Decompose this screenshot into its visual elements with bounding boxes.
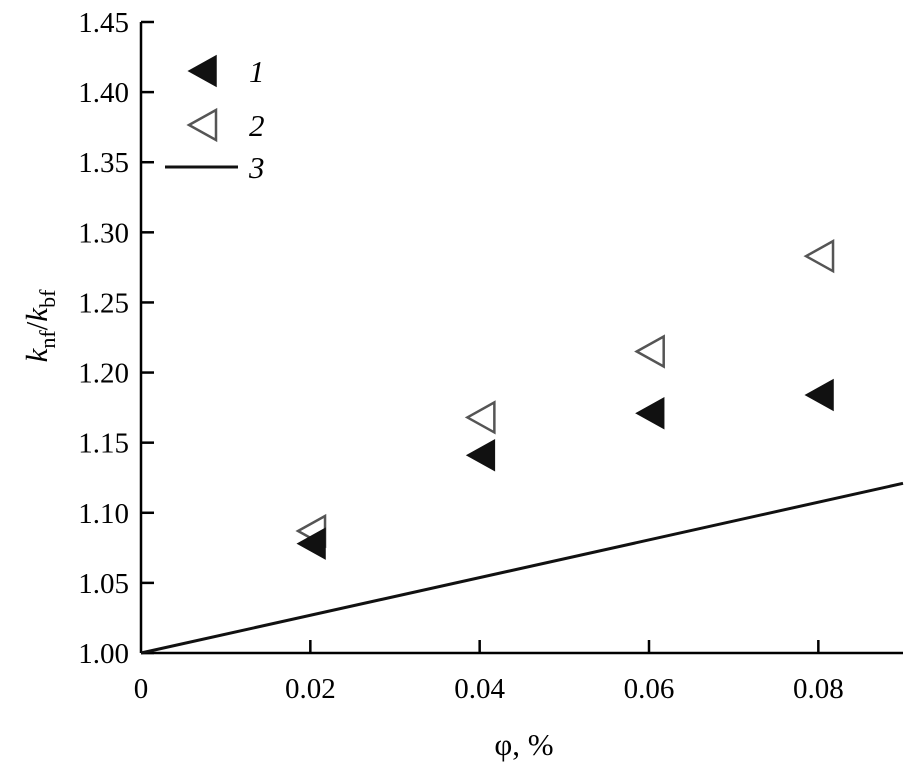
series-1-point [465,439,496,472]
y-axis-title-main-2: k [19,307,54,322]
y-tick-label: 1.10 [78,498,129,530]
x-tick-label: 0.04 [454,673,505,705]
y-axis-title-slash: / [19,321,54,330]
series [140,239,904,655]
x-tick-label: 0.02 [285,673,336,705]
y-tick-label: 1.25 [78,287,129,319]
series-3-line [140,481,904,655]
y-tick-label: 1.05 [78,568,129,600]
series-1-point [635,396,665,430]
legend-swatch-1 [187,54,217,88]
y-tick-label: 1.00 [78,638,129,670]
axes [139,22,903,655]
y-axis-title-sub-1: nf [35,330,60,349]
series-2-point [634,334,665,369]
legend: 1 2 3 [165,54,265,185]
legend-label-1: 1 [249,54,265,89]
y-tick-label: 1.40 [78,77,129,109]
series-2-point [803,239,835,274]
y-tick-label: 1.20 [78,358,129,390]
legend-label-2: 2 [249,108,265,143]
x-tick-label: 0 [134,673,149,705]
y-axis-title-main-1: k [19,347,54,362]
y-tick-label: 1.45 [78,7,129,39]
y-tick-label: 1.35 [78,147,129,179]
y-axis-title: knf/kbf [19,289,60,362]
series-1-point [804,378,834,412]
x-axis-title: φ, % [494,727,553,762]
y-tick-label: 1.30 [78,217,129,249]
series-1-point [296,527,326,560]
legend-swatch-2 [186,107,218,143]
ticks: 1.00 1.05 1.10 1.15 1.20 1.25 1.30 1.35 1.40 1.45… [78,7,843,705]
x-tick-label: 0.08 [793,673,844,705]
x-tick-label: 0.06 [624,673,675,705]
legend-label-3: 3 [248,150,265,185]
series-2-point [464,400,496,435]
y-axis-title-sub-2: bf [35,289,60,308]
y-tick-label: 1.15 [78,428,129,460]
